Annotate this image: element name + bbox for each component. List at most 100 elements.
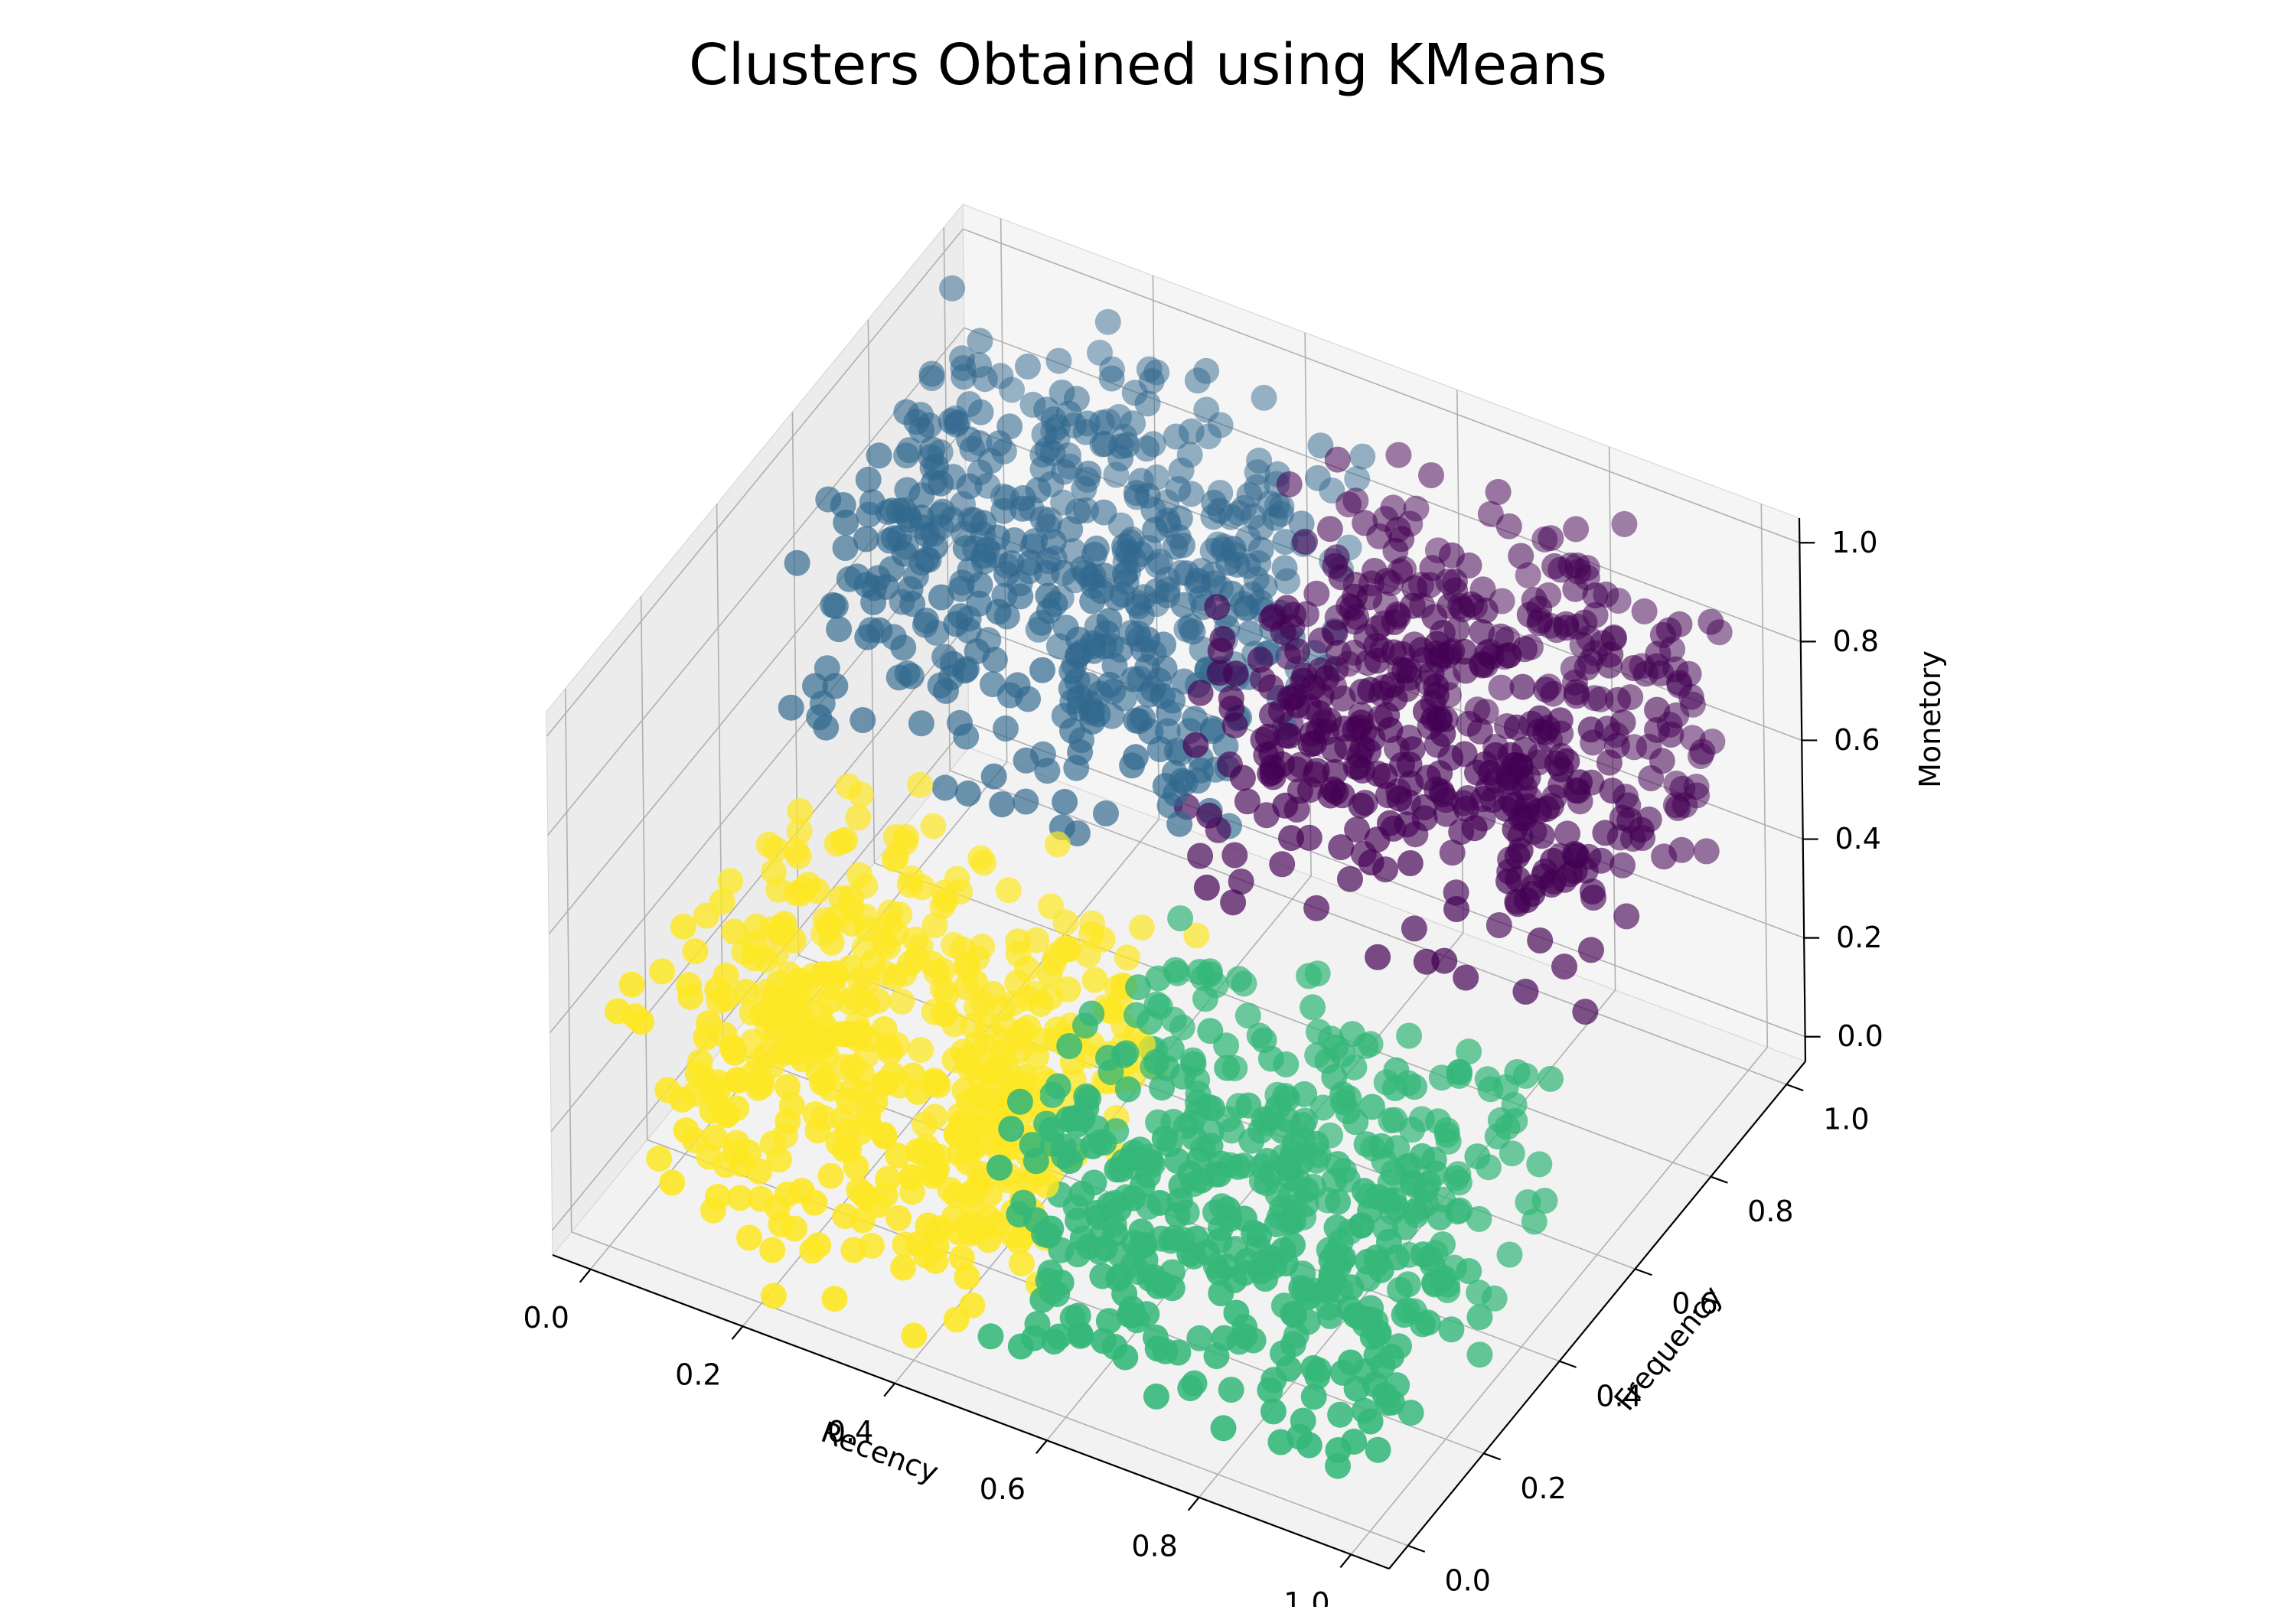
point-cluster-1	[1304, 464, 1331, 491]
point-cluster-3	[755, 831, 782, 858]
point-cluster-0	[1478, 644, 1505, 670]
point-cluster-2	[1375, 1390, 1401, 1416]
point-cluster-1	[894, 660, 921, 686]
point-cluster-3	[884, 1143, 911, 1169]
point-cluster-2	[1531, 1188, 1558, 1214]
point-cluster-3	[717, 868, 744, 895]
z-tick-label: 0.0	[1837, 1019, 1883, 1053]
point-cluster-2	[1019, 1132, 1045, 1159]
point-cluster-1	[1166, 505, 1193, 532]
point-cluster-2	[1365, 1321, 1391, 1348]
point-cluster-2	[1357, 1408, 1384, 1435]
point-cluster-3	[962, 969, 989, 996]
point-cluster-2	[1007, 1333, 1034, 1360]
point-cluster-1	[985, 598, 1012, 625]
x-tick-mark	[579, 1268, 592, 1283]
point-cluster-3	[889, 988, 915, 1015]
point-cluster-0	[1554, 820, 1580, 847]
point-cluster-0	[1574, 654, 1600, 681]
point-cluster-2	[1496, 1241, 1523, 1268]
point-cluster-3	[618, 971, 645, 998]
point-cluster-3	[836, 1087, 863, 1114]
point-cluster-2	[1238, 1127, 1265, 1154]
point-cluster-0	[1284, 692, 1310, 719]
point-cluster-1	[1033, 396, 1060, 423]
point-cluster-0	[1453, 964, 1479, 991]
point-cluster-1	[1166, 810, 1193, 837]
point-cluster-2	[1045, 1323, 1072, 1350]
point-cluster-2	[1038, 1215, 1065, 1242]
point-cluster-2	[1145, 965, 1172, 992]
point-cluster-1	[813, 714, 840, 741]
point-cluster-2	[1136, 1009, 1163, 1035]
point-cluster-2	[1538, 1065, 1564, 1092]
point-cluster-1	[866, 442, 892, 469]
point-cluster-0	[1567, 769, 1593, 796]
point-cluster-3	[853, 991, 880, 1018]
point-cluster-0	[1431, 947, 1458, 974]
point-cluster-0	[1592, 820, 1619, 846]
point-cluster-2	[1104, 1156, 1130, 1183]
point-cluster-1	[954, 780, 981, 807]
point-cluster-1	[1004, 672, 1031, 699]
point-cluster-0	[1599, 777, 1626, 804]
point-cluster-1	[1013, 747, 1039, 774]
point-cluster-0	[1486, 912, 1512, 938]
point-cluster-3	[846, 862, 873, 888]
gridline-left-z	[552, 722, 970, 1231]
point-cluster-3	[804, 878, 830, 905]
point-cluster-2	[1296, 1432, 1322, 1459]
point-cluster-0	[1385, 442, 1412, 468]
point-cluster-3	[775, 1108, 801, 1135]
point-cluster-3	[704, 1184, 731, 1210]
point-cluster-1	[853, 572, 880, 598]
point-cluster-3	[995, 877, 1022, 904]
point-cluster-3	[890, 1254, 917, 1281]
point-cluster-2	[1247, 1258, 1274, 1285]
point-cluster-2	[1502, 1107, 1528, 1134]
point-cluster-0	[1528, 823, 1555, 849]
point-cluster-1	[951, 363, 977, 390]
point-cluster-1	[1185, 567, 1212, 594]
gridline-floor-x	[1350, 1046, 1768, 1555]
point-cluster-3	[969, 934, 996, 960]
point-cluster-3	[794, 981, 821, 1008]
point-cluster-3	[1081, 966, 1108, 993]
point-cluster-0	[1512, 978, 1539, 1005]
point-cluster-0	[1472, 597, 1499, 624]
point-cluster-1	[859, 489, 885, 516]
point-cluster-0	[1401, 915, 1427, 942]
y-tick-label: 0.0	[1444, 1563, 1490, 1597]
point-cluster-0	[1322, 620, 1349, 646]
point-cluster-0	[1276, 722, 1302, 749]
point-cluster-2	[1365, 1184, 1391, 1211]
point-cluster-1	[1193, 396, 1220, 423]
point-cluster-1	[1094, 308, 1121, 335]
point-cluster-3	[875, 1032, 902, 1059]
point-cluster-2	[1329, 1041, 1356, 1068]
point-cluster-2	[1526, 1151, 1553, 1178]
gridline-floor-y	[874, 862, 1711, 1178]
point-cluster-2	[1199, 1095, 1225, 1122]
point-cluster-3	[726, 1185, 753, 1211]
point-cluster-3	[659, 1169, 686, 1196]
point-cluster-1	[1009, 495, 1035, 522]
point-cluster-3	[684, 1061, 711, 1087]
point-cluster-1	[1015, 353, 1041, 380]
point-cluster-1	[966, 590, 993, 617]
y-tick-mark	[1559, 1360, 1577, 1368]
point-cluster-1	[1112, 561, 1138, 588]
point-cluster-1	[1055, 400, 1082, 427]
point-cluster-1	[964, 638, 990, 665]
point-cluster-0	[1553, 614, 1580, 641]
point-cluster-2	[1293, 1177, 1319, 1204]
point-cluster-2	[1420, 1270, 1447, 1296]
point-cluster-1	[1093, 800, 1119, 826]
point-cluster-1	[956, 426, 983, 452]
point-cluster-1	[1122, 744, 1149, 771]
point-cluster-1	[993, 561, 1019, 588]
point-cluster-1	[1079, 708, 1106, 735]
y-tick-mark	[1407, 1544, 1426, 1553]
point-cluster-0	[1292, 528, 1318, 555]
point-cluster-3	[822, 960, 849, 986]
